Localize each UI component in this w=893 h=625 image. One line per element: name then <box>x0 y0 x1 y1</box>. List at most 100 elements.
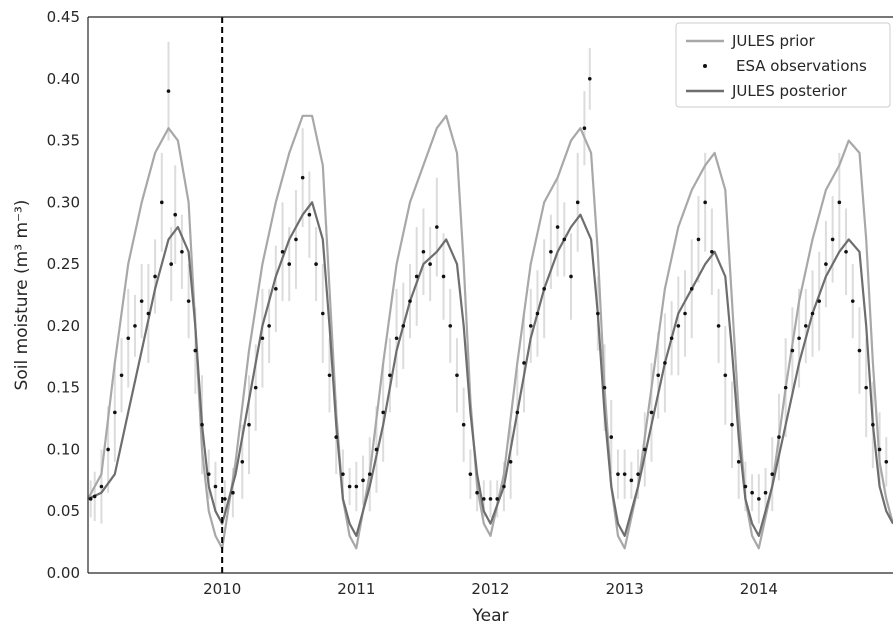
observation-point <box>327 373 332 378</box>
x-tick-label: 2012 <box>471 580 509 598</box>
observation-point <box>770 472 775 476</box>
observation-point <box>435 225 439 229</box>
observation-point <box>757 497 761 501</box>
observation-point <box>535 311 540 316</box>
observation-point <box>113 410 117 415</box>
observation-point <box>133 324 137 328</box>
observation-point <box>193 348 198 353</box>
observation-point <box>777 435 781 439</box>
observation-point <box>126 336 131 341</box>
y-tick-label: 0.25 <box>47 255 80 273</box>
observation-point <box>314 262 318 266</box>
observation-point <box>106 447 110 452</box>
observation-point <box>347 484 352 489</box>
observation-point <box>334 435 339 439</box>
observation-point <box>169 262 173 266</box>
observation-point <box>320 311 325 316</box>
observation-point <box>636 472 640 476</box>
observation-point <box>186 299 191 303</box>
observation-point <box>542 287 546 291</box>
observation-point <box>502 484 506 489</box>
x-tick-label: 2011 <box>337 580 375 598</box>
y-tick-label: 0.20 <box>47 317 80 335</box>
y-axis-label: Soil moisture (m³ m⁻³) <box>12 200 32 391</box>
observation-point <box>173 212 178 217</box>
observation-point <box>508 460 513 464</box>
observation-point <box>99 484 104 489</box>
observation-point <box>857 348 862 353</box>
observation-point <box>575 200 580 205</box>
observation-point <box>884 460 889 464</box>
observation-point <box>495 497 500 501</box>
observation-point <box>515 410 520 415</box>
observation-point <box>622 472 627 476</box>
observation-point <box>267 324 271 328</box>
observation-point <box>649 410 654 415</box>
observation-point <box>200 422 204 427</box>
y-tick-label: 0.00 <box>47 564 80 582</box>
observation-point <box>810 311 815 316</box>
observation-point <box>394 336 399 341</box>
observation-point <box>763 490 768 495</box>
observation-point <box>475 490 479 495</box>
observation-point <box>837 200 842 205</box>
observation-point <box>468 472 473 476</box>
observation-point <box>549 249 553 254</box>
observation-point <box>824 262 828 266</box>
observation-point <box>582 126 587 130</box>
observation-point <box>448 324 453 328</box>
observation-point <box>88 497 93 501</box>
observation-point <box>180 249 184 254</box>
observation-point <box>139 299 144 303</box>
observation-point <box>367 472 372 476</box>
axes-frame <box>87 16 893 574</box>
observation-point <box>253 385 258 390</box>
observation-point <box>287 262 292 266</box>
observation-point <box>663 361 667 365</box>
observation-point <box>642 447 647 452</box>
observation-point <box>381 410 385 415</box>
observation-point <box>421 249 426 254</box>
x-tick-label: 2013 <box>606 580 644 598</box>
x-tick-label: 2010 <box>203 580 241 598</box>
observation-point <box>871 422 875 427</box>
observation-point <box>736 460 741 464</box>
observation-point <box>428 262 432 266</box>
observation-point <box>361 478 365 483</box>
y-tick-label: 0.40 <box>47 70 80 88</box>
observation-point <box>522 361 526 365</box>
observation-point <box>374 447 379 452</box>
observation-point <box>797 336 801 341</box>
y-tick-label: 0.10 <box>47 440 80 458</box>
observation-point <box>119 373 124 378</box>
observation-points <box>88 76 889 501</box>
y-tick-label: 0.30 <box>47 193 80 211</box>
observation-point <box>656 373 661 378</box>
observation-point <box>616 472 620 476</box>
observation-point <box>716 324 721 328</box>
legend-box <box>675 22 891 108</box>
observation-point <box>844 249 848 254</box>
observation-point <box>743 484 748 489</box>
observation-point <box>488 497 493 501</box>
y-tick-label: 0.35 <box>47 132 80 150</box>
observation-point <box>528 324 533 328</box>
observation-point <box>723 373 728 378</box>
observation-point <box>710 249 714 254</box>
observation-point <box>153 274 157 279</box>
observation-point <box>864 385 868 390</box>
observation-point <box>850 299 855 303</box>
observation-point <box>750 490 754 495</box>
observation-point <box>683 311 687 316</box>
observation-point <box>388 373 392 378</box>
observation-point <box>300 175 305 180</box>
observation-point <box>602 385 607 390</box>
legend-label-posterior: JULES posterior <box>731 82 848 100</box>
x-tick-label: 2014 <box>740 580 778 598</box>
y-tick-label: 0.05 <box>47 502 80 520</box>
legend-label-observations: ESA observations <box>736 57 867 75</box>
observation-point <box>206 472 211 476</box>
series-line-posterior <box>87 201 893 537</box>
observation-point <box>669 336 674 341</box>
